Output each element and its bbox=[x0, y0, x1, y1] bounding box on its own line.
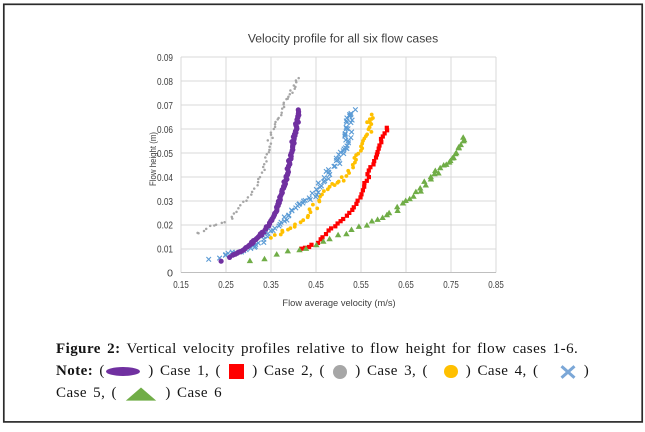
svg-text:0.07: 0.07 bbox=[157, 101, 173, 112]
svg-text:0.15: 0.15 bbox=[173, 280, 189, 291]
svg-text:0.55: 0.55 bbox=[353, 280, 369, 291]
svg-text:0.65: 0.65 bbox=[398, 280, 414, 291]
svg-text:0.06: 0.06 bbox=[157, 125, 173, 136]
svg-text:0.35: 0.35 bbox=[263, 280, 279, 291]
svg-text:0.25: 0.25 bbox=[218, 280, 234, 291]
svg-text:0.02: 0.02 bbox=[157, 221, 173, 232]
svg-text:Velocity profile for all six f: Velocity profile for all six flow cases bbox=[248, 32, 438, 46]
svg-text:0.85: 0.85 bbox=[488, 280, 504, 291]
svg-text:0.01: 0.01 bbox=[157, 245, 173, 256]
svg-text:0.04: 0.04 bbox=[157, 173, 173, 184]
svg-text:Flow height (m): Flow height (m) bbox=[148, 132, 158, 186]
svg-text:0.05: 0.05 bbox=[157, 149, 173, 160]
svg-text:0.45: 0.45 bbox=[308, 280, 324, 291]
svg-text:0: 0 bbox=[167, 269, 173, 280]
svg-text:0.08: 0.08 bbox=[157, 77, 173, 88]
svg-text:Flow average velocity (m/s): Flow average velocity (m/s) bbox=[282, 298, 395, 308]
svg-text:0.75: 0.75 bbox=[443, 280, 459, 291]
svg-text:0.03: 0.03 bbox=[157, 197, 173, 208]
svg-text:0.09: 0.09 bbox=[157, 53, 173, 64]
